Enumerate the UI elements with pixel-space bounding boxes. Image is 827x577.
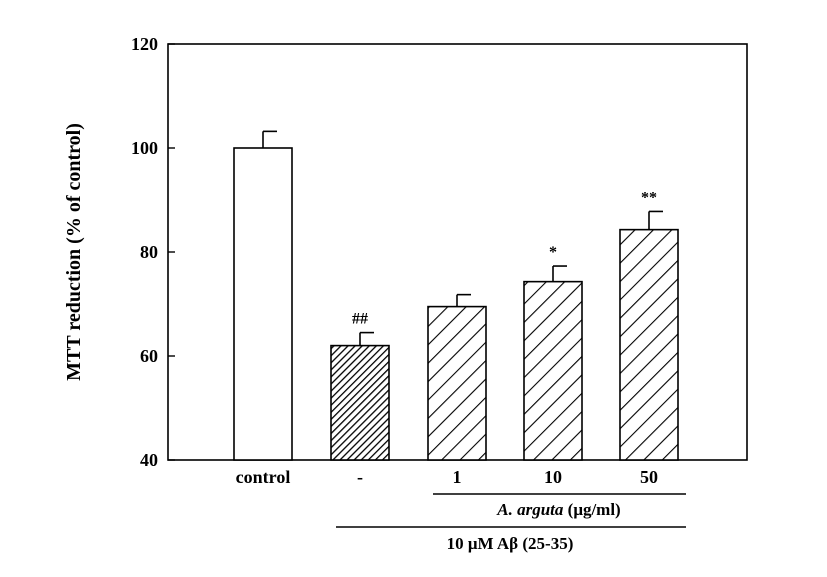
- y-axis-label: MTT reduction (% of control): [63, 123, 85, 381]
- x-tick-label: 10: [544, 467, 562, 487]
- significance-label: *: [549, 244, 557, 261]
- group-label-unit: (μg/ml): [563, 500, 620, 519]
- y-tick-label: 40: [140, 450, 158, 470]
- x-tick-label: control: [236, 467, 291, 487]
- bar: [233, 147, 293, 461]
- bar: [619, 228, 679, 461]
- group-label: A. arguta (μg/ml): [496, 500, 620, 519]
- x-tick-label: 1: [453, 467, 462, 487]
- y-tick-label: 120: [131, 34, 158, 54]
- y-tick-label: 100: [131, 138, 158, 158]
- y-tick-label: 60: [140, 346, 158, 366]
- y-tick-label: 80: [140, 242, 158, 262]
- group-label-italic: A. arguta: [496, 500, 564, 519]
- bar: [427, 305, 487, 461]
- significance-label: **: [641, 189, 657, 206]
- significance-label: ##: [352, 311, 368, 328]
- x-tick-label: 50: [640, 467, 658, 487]
- bar: [523, 280, 583, 461]
- x-tick-label: -: [357, 467, 363, 487]
- bar: [330, 344, 390, 461]
- group-label: 10 μM Aβ (25-35): [447, 534, 574, 553]
